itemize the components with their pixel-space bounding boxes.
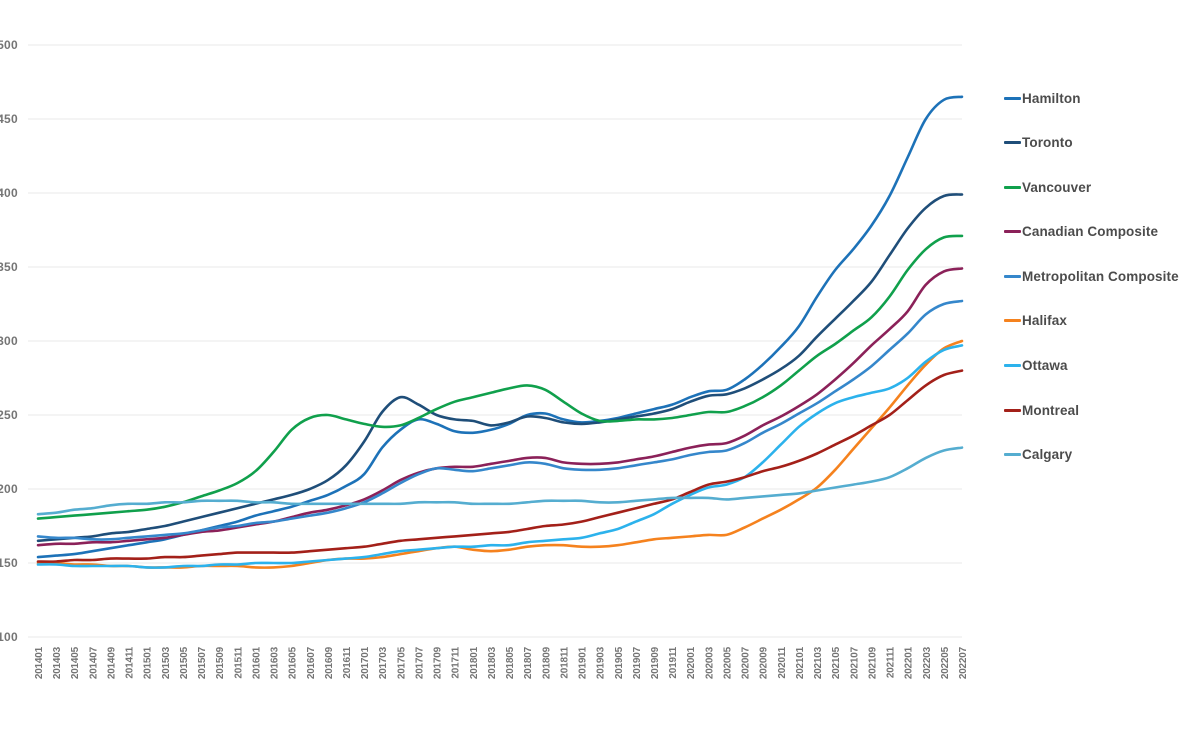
x-tick-label: 201807 (523, 646, 534, 679)
x-tick-label: 201805 (505, 646, 516, 679)
x-tick-label: 202011 (777, 646, 788, 678)
legend-label: Toronto (1022, 135, 1073, 151)
x-tick-label: 201601 (251, 646, 262, 679)
x-tick-label: 202205 (940, 646, 951, 679)
legend-item-canadian-composite[interactable]: Canadian Composite (1004, 224, 1179, 240)
legend-item-toronto[interactable]: Toronto (1004, 135, 1179, 151)
series-line-ottawa (36, 344, 964, 569)
x-tick-label: 201911 (668, 646, 679, 678)
x-tick-label: 201701 (360, 646, 371, 679)
x-tick-label: 202109 (867, 646, 878, 679)
x-tick-label: 201501 (143, 646, 154, 679)
legend-item-montreal[interactable]: Montreal (1004, 402, 1179, 418)
x-tick-label: 201505 (179, 646, 190, 679)
legend-label: Calgary (1022, 447, 1073, 463)
legend-label: Metropolitan Composite (1022, 268, 1179, 284)
legend-label: Hamilton (1022, 90, 1081, 106)
legend-swatch (1004, 319, 1021, 323)
x-tick-label: 202107 (849, 646, 860, 679)
series-line-toronto (36, 193, 964, 543)
legend-item-metropolitan-composite[interactable]: Metropolitan Composite (1004, 268, 1179, 284)
x-tick-label: 201609 (324, 646, 335, 679)
legend-item-calgary[interactable]: Calgary (1004, 447, 1179, 463)
legend-label: Canadian Composite (1022, 224, 1159, 240)
x-tick-label: 201803 (487, 646, 498, 679)
x-tick-label: 201409 (106, 646, 117, 679)
series-line-vancouver (36, 234, 964, 520)
legend-label: Ottawa (1022, 358, 1068, 374)
x-tick-label: 202207 (958, 646, 969, 679)
x-tick-label: 201709 (433, 646, 444, 679)
legend-swatch (1004, 96, 1021, 100)
y-tick-label: 350 (0, 260, 18, 274)
y-tick-label: 150 (0, 556, 18, 570)
x-tick-label: 202007 (741, 646, 752, 679)
series-line-montreal (36, 369, 964, 563)
x-tick-label: 201703 (378, 646, 389, 679)
legend-label: Montreal (1022, 402, 1080, 418)
x-tick-label: 202103 (813, 646, 824, 679)
legend: Hamilton Toronto Vancouver Canadian Composi… (1004, 90, 1179, 463)
x-tick-label: 201509 (215, 646, 226, 679)
x-tick-label: 201711 (451, 646, 462, 678)
x-tick-label: 201901 (578, 646, 589, 679)
x-tick-label: 201707 (414, 646, 425, 679)
x-tick-label: 201603 (270, 646, 281, 679)
x-tick-label: 201801 (469, 646, 480, 679)
y-tick-label: 400 (0, 186, 18, 200)
x-tick-label: 202111 (886, 646, 897, 678)
y-tick-label: 500 (0, 38, 18, 52)
x-tick-label: 202201 (904, 646, 915, 679)
x-tick-label: 201705 (396, 646, 407, 679)
x-tick-label: 201507 (197, 646, 208, 679)
x-tick-label: 201403 (52, 646, 63, 679)
legend-item-ottawa[interactable]: Ottawa (1004, 358, 1179, 374)
legend-swatch (1004, 453, 1021, 457)
series-line-hamilton (36, 95, 964, 559)
x-tick-label: 201811 (559, 646, 570, 678)
x-tick-label: 201401 (34, 646, 45, 679)
legend-label: Halifax (1022, 313, 1067, 329)
legend-item-vancouver[interactable]: Vancouver (1004, 179, 1179, 195)
x-tick-label: 202105 (831, 646, 842, 679)
x-tick-label: 201809 (541, 646, 552, 679)
x-tick-label: 202101 (795, 646, 806, 679)
x-tick-label: 201607 (306, 646, 317, 679)
y-tick-label: 200 (0, 482, 18, 496)
legend-item-halifax[interactable]: Halifax (1004, 313, 1179, 329)
x-tick-label: 201909 (650, 646, 661, 679)
x-tick-label: 201903 (596, 646, 607, 679)
y-tick-label: 100 (0, 630, 18, 644)
x-tick-label: 201605 (288, 646, 299, 679)
x-tick-label: 202005 (722, 646, 733, 679)
legend-swatch (1004, 408, 1021, 412)
legend-swatch (1004, 230, 1021, 234)
y-tick-label: 450 (0, 112, 18, 126)
x-tick-label: 201503 (161, 646, 172, 679)
legend-swatch (1004, 364, 1021, 368)
x-tick-label: 202003 (704, 646, 715, 679)
series-line-calgary (36, 446, 964, 516)
x-tick-label: 202001 (686, 646, 697, 679)
x-tick-label: 201511 (233, 646, 244, 678)
series-line-metropolitan-composite (36, 299, 964, 541)
x-tick-label: 201407 (88, 646, 99, 679)
legend-swatch (1004, 141, 1021, 145)
legend-swatch (1004, 274, 1021, 278)
legend-label: Vancouver (1022, 179, 1092, 195)
legend-swatch (1004, 185, 1021, 189)
x-tick-label: 201411 (125, 646, 136, 678)
x-tick-label: 202009 (759, 646, 770, 679)
y-tick-label: 250 (0, 408, 18, 422)
x-tick-label: 201611 (342, 646, 353, 678)
x-tick-label: 201905 (614, 646, 625, 679)
x-tick-label: 201907 (632, 646, 643, 679)
y-tick-label: 300 (0, 334, 18, 348)
x-tick-label: 202203 (922, 646, 933, 679)
x-tick-label: 201405 (70, 646, 81, 679)
legend-item-hamilton[interactable]: Hamilton (1004, 90, 1179, 106)
